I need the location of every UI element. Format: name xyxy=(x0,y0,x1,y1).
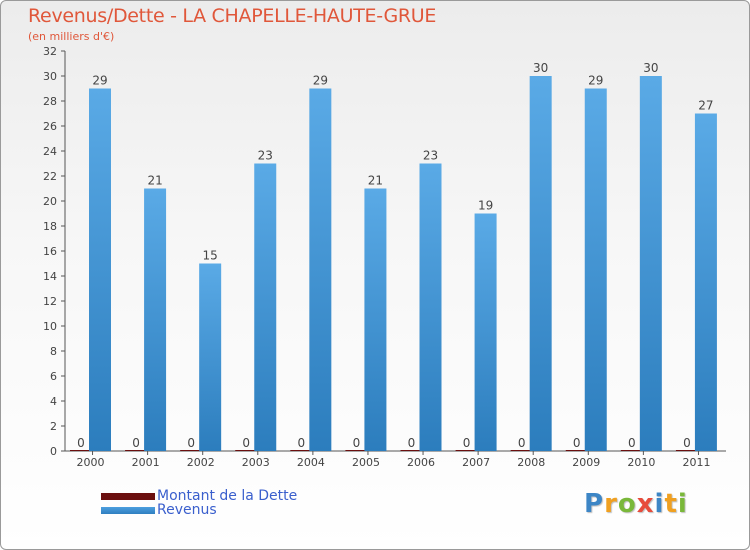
data-label-dette: 0 xyxy=(298,436,306,450)
y-tick-label: 8 xyxy=(50,345,57,358)
data-label-dette: 0 xyxy=(573,436,581,450)
x-tick-label: 2009 xyxy=(572,456,600,469)
data-label-revenus: 30 xyxy=(643,61,658,75)
proxiti-logo: Proxiti xyxy=(584,489,688,519)
x-tick-label: 2002 xyxy=(187,456,215,469)
chart-title: Revenus/Dette - LA CHAPELLE-HAUTE-GRUE xyxy=(28,5,437,27)
bar-revenus xyxy=(364,188,387,451)
data-label-revenus: 23 xyxy=(258,149,273,163)
bar-revenus xyxy=(89,88,111,451)
data-label-revenus: 29 xyxy=(588,74,603,88)
data-label-dette: 0 xyxy=(242,436,250,450)
logo-letter: o xyxy=(617,489,637,519)
data-label-revenus: 30 xyxy=(533,61,548,75)
bar-revenus xyxy=(529,76,552,451)
y-tick-label: 20 xyxy=(43,195,57,208)
data-label-revenus: 27 xyxy=(698,99,713,113)
y-tick-label: 6 xyxy=(50,370,57,383)
x-tick-label: 2000 xyxy=(77,456,105,469)
bar-revenus xyxy=(584,88,607,451)
legend-swatch-revenus xyxy=(101,507,155,514)
data-label-dette: 0 xyxy=(132,436,140,450)
y-tick-label: 28 xyxy=(43,95,57,108)
x-tick-label: 2008 xyxy=(517,456,545,469)
bar-dette xyxy=(70,450,92,451)
bar-dette xyxy=(345,450,368,451)
data-label-dette: 0 xyxy=(77,436,85,450)
data-label-revenus: 21 xyxy=(147,174,162,188)
data-label-dette: 0 xyxy=(187,436,195,450)
logo-letter: i xyxy=(654,489,665,519)
bar-dette xyxy=(180,450,203,451)
logo-letter: t xyxy=(664,489,678,519)
y-tick-label: 16 xyxy=(43,245,57,258)
y-tick-label: 22 xyxy=(43,170,57,183)
bar-dette xyxy=(565,450,588,451)
data-label-dette: 0 xyxy=(683,436,691,450)
bar-dette xyxy=(675,450,698,451)
bar-dette xyxy=(400,450,423,451)
logo-letter: x xyxy=(636,489,655,519)
legend-label-dette: Montant de la Dette xyxy=(157,488,298,504)
bar-revenus xyxy=(639,76,662,451)
logo-letter: r xyxy=(604,489,618,519)
x-tick-label: 2011 xyxy=(682,456,710,469)
data-label-revenus: 29 xyxy=(313,74,328,88)
x-tick-label: 2005 xyxy=(352,456,380,469)
x-tick-label: 2003 xyxy=(242,456,270,469)
x-tick-label: 2004 xyxy=(297,456,325,469)
x-tick-label: 2006 xyxy=(407,456,435,469)
y-tick-label: 18 xyxy=(43,220,57,233)
y-tick-label: 0 xyxy=(50,445,57,458)
data-label-revenus: 15 xyxy=(203,249,218,263)
y-tick-label: 2 xyxy=(50,420,57,433)
data-label-dette: 0 xyxy=(463,436,471,450)
y-tick-label: 30 xyxy=(43,70,57,83)
bar-dette xyxy=(510,450,533,451)
y-tick-label: 12 xyxy=(43,295,57,308)
bar-revenus xyxy=(419,163,442,451)
x-tick-label: 2010 xyxy=(627,456,655,469)
logo-letter: i xyxy=(677,489,688,519)
bar-dette xyxy=(620,450,643,451)
bar-dette xyxy=(235,450,258,451)
bar-dette xyxy=(125,450,148,451)
data-label-revenus: 21 xyxy=(368,174,383,188)
data-label-dette: 0 xyxy=(408,436,416,450)
data-label-dette: 0 xyxy=(353,436,361,450)
chart-subtitle: (en milliers d'€) xyxy=(28,30,115,43)
legend-swatch-dette xyxy=(101,493,155,500)
bar-dette xyxy=(290,450,313,451)
bar-revenus xyxy=(199,263,222,451)
bar-revenus xyxy=(309,88,332,451)
y-tick-label: 26 xyxy=(43,120,57,133)
legend-label-revenus: Revenus xyxy=(157,502,217,518)
y-tick-label: 32 xyxy=(43,45,57,58)
y-tick-label: 24 xyxy=(43,145,57,158)
data-label-revenus: 19 xyxy=(478,199,493,213)
y-tick-label: 10 xyxy=(43,320,57,333)
data-label-revenus: 23 xyxy=(423,149,438,163)
data-label-dette: 0 xyxy=(628,436,636,450)
logo-letter: P xyxy=(584,489,605,519)
data-label-revenus: 29 xyxy=(92,74,107,88)
data-label-dette: 0 xyxy=(518,436,526,450)
bar-revenus xyxy=(694,113,717,451)
y-tick-label: 14 xyxy=(43,270,57,283)
x-tick-label: 2001 xyxy=(132,456,160,469)
bar-revenus xyxy=(144,188,167,451)
x-tick-label: 2007 xyxy=(462,456,490,469)
bar-revenus xyxy=(254,163,277,451)
bar-dette xyxy=(455,450,478,451)
y-tick-label: 4 xyxy=(50,395,57,408)
bar-revenus xyxy=(474,213,497,451)
